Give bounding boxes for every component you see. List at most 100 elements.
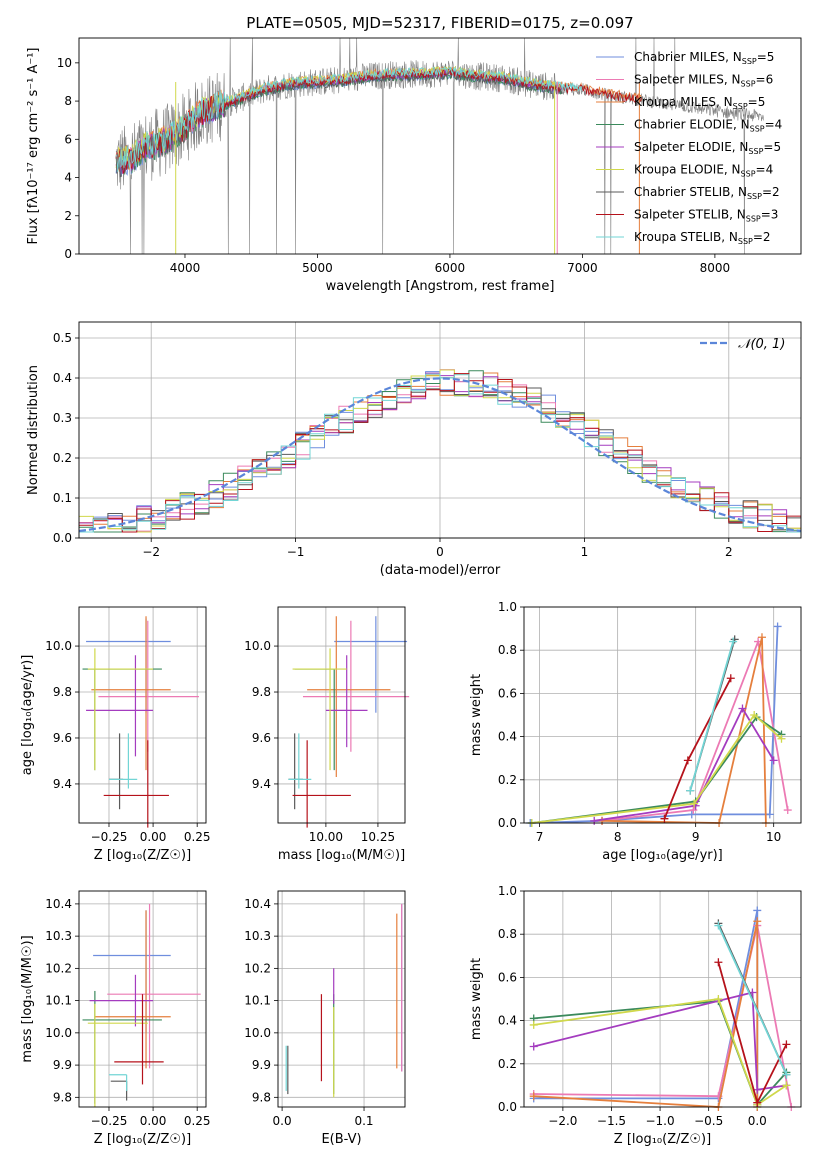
mass-weight-series [689,641,734,791]
y-tick-label: 10.0 [45,1026,72,1040]
x-tick-label: 9 [692,830,700,844]
x-tick-label: −0.25 [91,1114,128,1128]
plus-marker [689,806,698,815]
x-axis-label: Z [log₁₀(Z/Z☉)] [94,848,191,863]
y-tick-label: 10 [57,56,72,70]
x-axis-label: Z [log₁₀(Z/Z☉)] [94,1132,191,1147]
age-vs-metallicity-panel: −0.25 0.00 0.25 9.4 9.6 9.8 10.0 Z [log₁₀(Z/Z☉)… [20,606,211,863]
plus-marker [782,1081,791,1090]
x-tick-label: 5000 [302,261,333,275]
x-axis-label: mass [log₁₀(M/M☉)] [278,848,405,863]
x-tick-label: 0.25 [184,830,211,844]
x-tick-label: 0.25 [184,1114,211,1128]
x-tick-label: 8000 [700,261,731,275]
y-axis-label: age [log₁₀(age/yr)] [20,655,35,776]
mass-weight-vs-age-panel: 7 8 9 10 0.0 0.2 0.4 0.6 0.8 1.0 age [log₁₀(age/yr… [469,600,802,863]
model-spectrum-line [115,67,642,174]
legend-label: Chabrier MILES, NSSP=5 [634,50,774,66]
x-tick-label: 0 [436,545,444,559]
mass-weight-series [533,921,759,1108]
plus-marker [782,1040,791,1049]
plus-marker [690,799,699,808]
observed-spectrum-line [115,38,765,254]
x-tick-label: 0.00 [140,1114,167,1128]
y-axis-label: mass weight [469,674,484,756]
y-tick-label: 10.2 [244,961,271,975]
plus-marker [769,756,778,765]
y-tick-label: 0.6 [498,970,517,984]
axes-frame [523,890,802,1108]
legend-label: Salpeter ELODIE, NSSP=5 [634,140,781,156]
y-axis-label: mass weight [469,958,484,1040]
y-tick-label: 0.2 [498,773,517,787]
y-tick-label: 0.3 [53,411,72,425]
mass-weight-series [533,991,787,1091]
model-spectrum-line [115,65,583,172]
plus-marker [753,1098,762,1107]
y-tick-label: 0.6 [498,686,517,700]
y-tick-label: 9.4 [252,777,271,791]
plus-marker [529,1092,538,1101]
histogram-steps [79,369,801,538]
y-tick-label: 9.4 [53,777,72,791]
mass-weight-vs-metallicity-panel: −2.0 −1.5 −1.0 −0.5 0.0 0.0 0.2 0.4 0.6 0.8 1.0 Z [… [469,884,802,1147]
mass-weight-series [601,638,789,822]
y-tick-label: 8 [64,94,72,108]
plus-marker [773,622,782,631]
plus-marker [757,633,766,642]
plus-marker [753,906,762,915]
legend-label: Kroupa MILES, NSSP=5 [634,95,765,111]
y-tick-label: 9.8 [53,1090,72,1104]
y-tick-label: 10.0 [244,639,271,653]
y-tick-label: 0.4 [498,1014,517,1028]
x-tick-label: −1 [287,545,305,559]
y-tick-label: 9.9 [53,1058,72,1072]
y-tick-label: 10.0 [244,1026,271,1040]
plus-marker [765,810,774,819]
axes-frame [78,606,207,824]
x-tick-label: 6000 [435,261,466,275]
y-tick-label: 1.0 [498,884,517,898]
y-tick-label: 4 [64,171,72,185]
y-tick-label: 10.4 [244,897,271,911]
y-tick-label: 10.3 [45,929,72,943]
plus-marker [529,1020,538,1029]
y-tick-label: 2 [64,209,72,223]
axes-frame [78,890,207,1108]
x-tick-label: −1.5 [597,1114,626,1128]
normal-reference-curve [79,377,801,533]
x-tick-label: 4000 [170,261,201,275]
x-axis-label: (data-model)/error [380,563,501,578]
plus-marker [687,810,696,819]
y-tick-label: 0.0 [53,531,72,545]
x-tick-label: 0.0 [273,1114,292,1128]
axes-frame [277,890,406,1108]
x-tick-label: −2.0 [548,1114,577,1128]
legend-label: Chabrier STELIB, NSSP=2 [634,185,780,201]
mass-weight-series [531,713,783,824]
mass-vs-metallicity-panel: −0.25 0.00 0.25 9.8 9.9 10.0 10.1 10.2 10.3 10.4 Z… [20,890,211,1147]
y-axis-label: Flux [fλ10⁻¹⁷ erg cm⁻² s⁻¹ A⁻¹] [26,48,41,245]
x-tick-label: −0.25 [91,830,128,844]
plus-marker [683,756,692,765]
legend-label: Kroupa STELIB, NSSP=2 [634,230,771,246]
mass-vs-ebv-panel: 0.0 0.1 9.8 9.9 10.0 10.1 10.2 10.3 10.4 E(B-V) [244,890,406,1147]
mass-weight-series [601,636,767,824]
x-axis-label: E(B-V) [321,1132,361,1147]
plus-marker [714,921,723,930]
spectrum-lines [115,38,765,254]
y-tick-label: 0.0 [498,816,517,830]
x-tick-label: −1.0 [645,1114,674,1128]
y-tick-label: 10.4 [45,897,72,911]
y-tick-label: 0.0 [498,1100,517,1114]
axes-frame [523,606,802,824]
x-axis-label: age [log₁₀(age/yr)] [602,848,723,863]
legend-label: Salpeter MILES, NSSP=6 [634,73,773,89]
y-axis-label: Normed distribution [26,365,41,495]
plus-marker [590,816,599,825]
residual-histogram-panel: −2 −1 0 1 2 0.0 0.1 0.2 0.3 0.4 0.5 (data-model)/er… [26,321,802,578]
x-tick-label: 10.25 [361,830,395,844]
y-tick-label: 10.1 [244,994,271,1008]
y-tick-label: 6 [64,132,72,146]
